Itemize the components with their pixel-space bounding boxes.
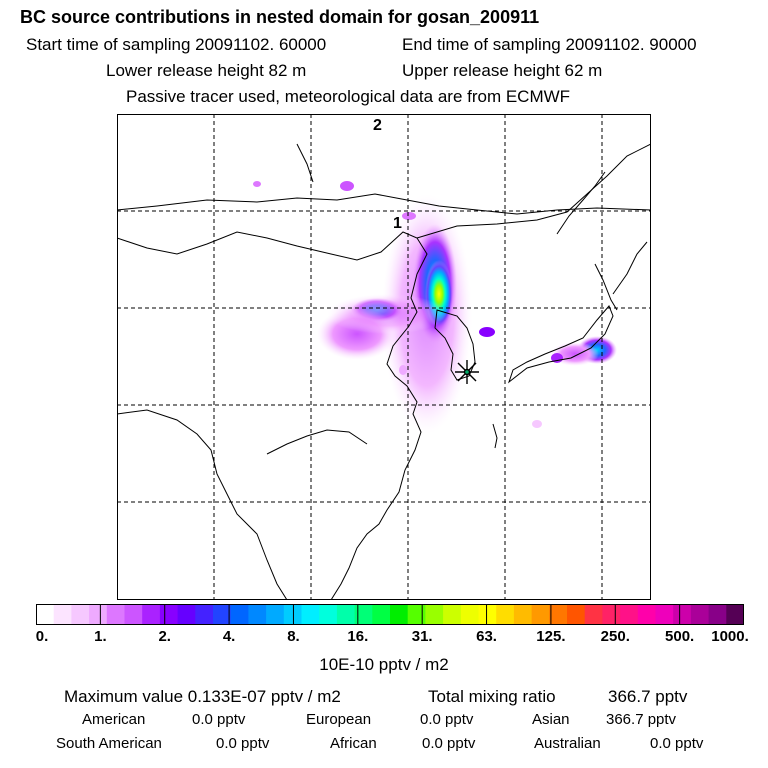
colorbar-tick-label: 500. bbox=[665, 628, 695, 645]
tracer-note: Passive tracer used, meteorological data… bbox=[126, 87, 571, 106]
start-time-label: Start time of sampling 20091102. 60000 bbox=[26, 35, 327, 54]
colorbar-cell bbox=[726, 604, 744, 624]
colorbar-cell bbox=[460, 604, 480, 624]
colorbar-cell bbox=[336, 604, 356, 624]
region-australian-value: 0.0 pptv bbox=[650, 735, 704, 752]
colorbar-cell bbox=[407, 604, 426, 624]
map-title: BC source contributions in nested domain… bbox=[20, 7, 540, 27]
colorbar-cell bbox=[248, 604, 267, 624]
colorbar-tick-label: 2. bbox=[158, 628, 171, 645]
colorbar-cell bbox=[390, 604, 409, 624]
region-australian-label: Australian bbox=[534, 735, 601, 752]
colorbar-tick-label: 63. bbox=[476, 628, 497, 645]
colorbar-cell bbox=[213, 604, 232, 624]
colorbar-unit: 10E-10 pptv / m2 bbox=[319, 655, 449, 674]
colorbar-tick-label: 31. bbox=[411, 628, 433, 645]
colorbar-cell bbox=[195, 604, 214, 624]
colorbar-cell bbox=[301, 604, 320, 624]
marker-label-2: 2 bbox=[373, 117, 382, 134]
region-south-american-label: South American bbox=[56, 735, 162, 752]
marker-label-1: 1 bbox=[393, 215, 402, 232]
colorbar-cell bbox=[637, 604, 657, 624]
colorbar-tick-label: 4. bbox=[222, 628, 236, 645]
colorbar-cell bbox=[425, 604, 444, 624]
graticule bbox=[117, 114, 651, 600]
colorbar-tick-label: 250. bbox=[600, 628, 630, 645]
colorbar-cell bbox=[53, 604, 72, 624]
colorbar-cell bbox=[266, 604, 285, 624]
colorbar-tick-label: 16. bbox=[347, 628, 369, 645]
colorbar-cell bbox=[36, 604, 55, 624]
colorbar-cell bbox=[513, 604, 533, 624]
colorbar-cell bbox=[71, 604, 90, 624]
colorbar-cell bbox=[124, 604, 143, 624]
total-mixing-label: Total mixing ratio bbox=[428, 687, 556, 706]
colorbar-cell bbox=[602, 604, 621, 624]
colorbar-cell bbox=[354, 604, 373, 624]
total-mixing-value: 366.7 pptv bbox=[608, 687, 688, 706]
colorbar-cell bbox=[531, 604, 550, 624]
colorbar-cell bbox=[89, 604, 108, 624]
colorbar-cell bbox=[106, 604, 126, 624]
maximum-value: Maximum value 0.133E-07 pptv / m2 bbox=[64, 687, 341, 706]
end-time-label: End time of sampling 20091102. 90000 bbox=[402, 35, 697, 54]
colorbar bbox=[36, 604, 744, 625]
region-african-value: 0.0 pptv bbox=[422, 735, 476, 752]
region-south-american-value: 0.0 pptv bbox=[216, 735, 270, 752]
coastlines bbox=[117, 143, 651, 600]
colorbar-tick-label: 8. bbox=[287, 628, 300, 645]
colorbar-cell bbox=[690, 604, 710, 624]
colorbar-cell bbox=[159, 604, 179, 624]
colorbar-cell bbox=[230, 604, 249, 624]
region-asian-value: 366.7 pptv bbox=[606, 711, 677, 728]
colorbar-cell bbox=[708, 604, 727, 624]
region-european-value: 0.0 pptv bbox=[420, 711, 474, 728]
region-asian-label: Asian bbox=[532, 711, 570, 728]
region-european-label: European bbox=[306, 711, 372, 728]
colorbar-cell bbox=[496, 604, 515, 624]
upper-height-label: Upper release height 62 m bbox=[402, 61, 603, 80]
colorbar-cell bbox=[549, 604, 568, 624]
colorbar-cell bbox=[478, 604, 497, 624]
concentration-field bbox=[253, 181, 617, 434]
colorbar-tick-label: 125. bbox=[536, 628, 566, 645]
colorbar-cell bbox=[283, 604, 303, 624]
colorbar-cell bbox=[142, 604, 161, 624]
region-african-label: African bbox=[330, 735, 377, 752]
receptor-star-icon bbox=[455, 360, 479, 384]
colorbar-cell bbox=[655, 604, 674, 624]
lower-height-label: Lower release height 82 m bbox=[106, 61, 307, 80]
colorbar-cell bbox=[372, 604, 391, 624]
colorbar-cell bbox=[620, 604, 639, 624]
source-map: 2 1 bbox=[117, 114, 651, 600]
region-american-value: 0.0 pptv bbox=[192, 711, 246, 728]
colorbar-cell bbox=[673, 604, 692, 624]
colorbar-cell bbox=[177, 604, 196, 624]
colorbar-cell bbox=[319, 604, 338, 624]
colorbar-cell bbox=[443, 604, 462, 624]
region-american-label: American bbox=[82, 711, 146, 728]
colorbar-tick-label: 0. bbox=[35, 628, 49, 645]
colorbar-tick-label: 1. bbox=[94, 628, 107, 645]
colorbar-tick-label: 1000. bbox=[711, 628, 749, 645]
colorbar-cell bbox=[584, 604, 603, 624]
colorbar-cell bbox=[567, 604, 586, 624]
